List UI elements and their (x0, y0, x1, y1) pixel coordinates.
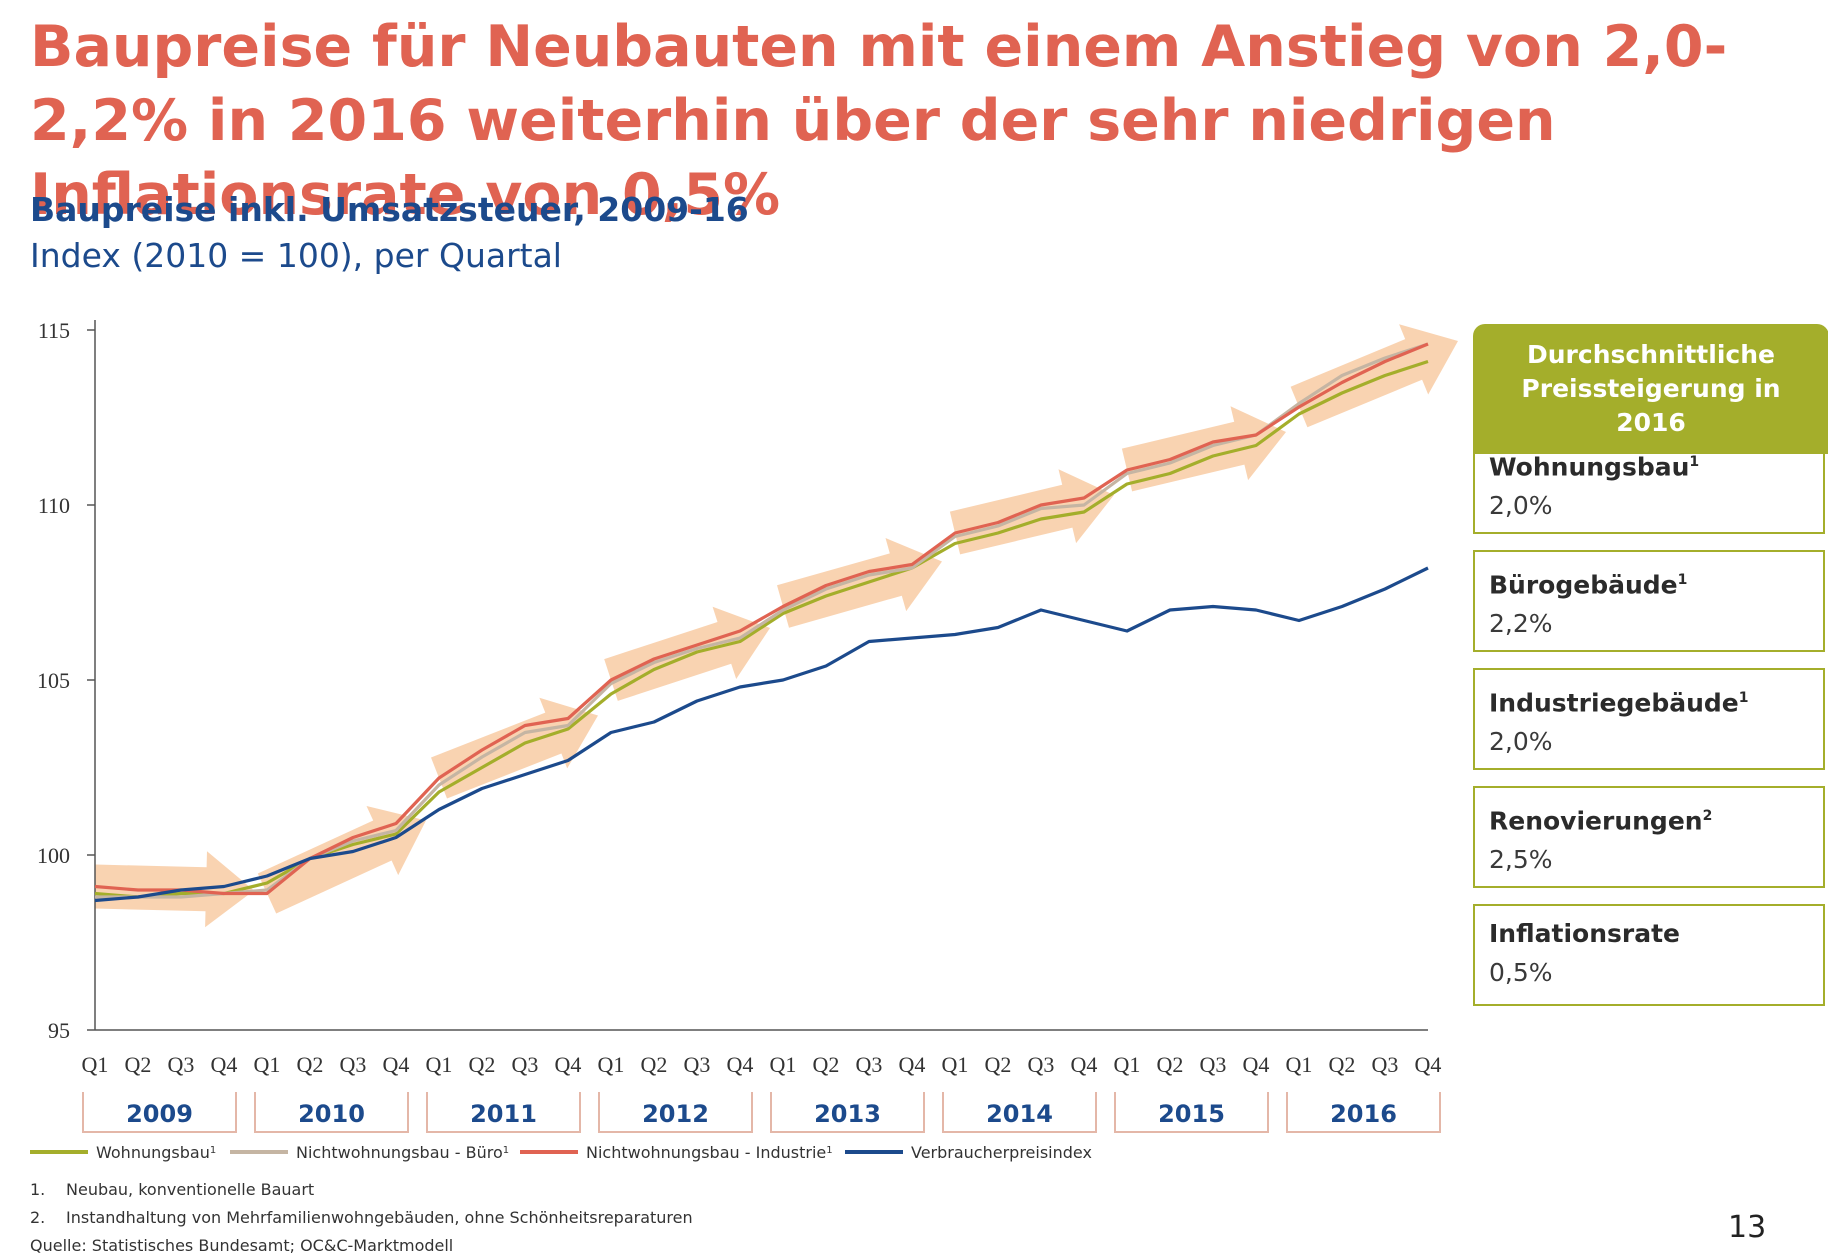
year-bracket (426, 1092, 581, 1133)
x-tick-label: Q3 (512, 1052, 539, 1077)
x-tick-label: Q4 (899, 1052, 926, 1077)
year-bracket (254, 1092, 409, 1133)
year-bracket (770, 1092, 925, 1133)
x-tick-label: Q1 (1114, 1052, 1141, 1077)
x-tick-label: Q4 (383, 1052, 410, 1077)
chart-legend: Wohnungsbau1 Nichtwohnungsbau - Büro1 Nich… (30, 1143, 1092, 1162)
stat-box-label: Wohnungsbau1 (1489, 452, 1700, 482)
x-tick-label: Q3 (1028, 1052, 1055, 1077)
x-axis-labels: Q1 Q2 Q3 Q4 Q1 Q2 Q3 Q4 Q1 Q2 Q3 Q4 Q1 Q2 Q3 Q4 Q1 Q2 Q3 Q4… (82, 1052, 1442, 1133)
x-tick-label: Q1 (1286, 1052, 1313, 1077)
year-label-2011: 2011 (470, 1100, 537, 1128)
stat-box-industriegebäude: Industriegebäude1 2,0% (1473, 668, 1825, 770)
stat-box-label: Industriegebäude1 (1489, 688, 1749, 718)
x-tick-label: Q4 (1243, 1052, 1270, 1077)
x-tick-label: Q2 (985, 1052, 1012, 1077)
x-tick-label: Q1 (254, 1052, 281, 1077)
year-bracket (1114, 1092, 1269, 1133)
series-line-verbraucherpreisindex (94, 566, 1429, 903)
legend-item-label: Wohnungsbau1 (96, 1143, 216, 1162)
x-tick-label: Q1 (82, 1052, 109, 1077)
x-tick-label: Q2 (125, 1052, 152, 1077)
stat-box-inflationsrate: Inflationsrate 0,5% (1473, 904, 1825, 1006)
series-line-nichtwohnungsbau-industrie (94, 342, 1429, 896)
footnote-marker: 1 (1689, 454, 1700, 470)
chart-unit-line: Index (2010 = 100), per Quartal (30, 236, 562, 275)
footnote-marker: 2 (1702, 808, 1713, 824)
legend-item-label: Nichtwohnungsbau - Büro1 (296, 1143, 509, 1162)
year-bracket (1286, 1092, 1441, 1133)
trend-arrow-2012 (604, 606, 770, 701)
stat-box-wohnungsbau: Wohnungsbau1 2,0% (1473, 432, 1825, 534)
year-label-2015: 2015 (1158, 1100, 1225, 1128)
legend-item-label: Nichtwohnungsbau - Industrie1 (586, 1143, 833, 1162)
source-note: Quelle: Statistisches Bundesamt; OC&C-Ma… (30, 1236, 454, 1255)
stat-box-value: 2,5% (1489, 845, 1553, 875)
year-bracket (942, 1092, 1097, 1133)
stat-box-value: 2,2% (1489, 609, 1553, 639)
x-tick-label: Q4 (211, 1052, 238, 1077)
x-tick-label: Q1 (942, 1052, 969, 1077)
x-tick-label: Q3 (340, 1052, 367, 1077)
page-number: 13 (1728, 1210, 1767, 1245)
x-tick-label: Q4 (727, 1052, 754, 1077)
stat-box-renovierungen: Renovierungen2 2,5% (1473, 786, 1825, 888)
stat-box-label: Renovierungen2 (1489, 806, 1713, 836)
x-tick-label: Q2 (641, 1052, 668, 1077)
y-tick-label: 115 (38, 318, 70, 343)
legend-item-label: Verbraucherpreisindex (911, 1143, 1092, 1162)
x-tick-label: Q2 (1157, 1052, 1184, 1077)
y-tick-label: 95 (48, 1018, 70, 1043)
x-tick-label: Q3 (168, 1052, 195, 1077)
trend-arrow-2016 (1290, 324, 1458, 428)
x-tick-label: Q2 (813, 1052, 840, 1077)
x-tick-label: Q3 (1372, 1052, 1399, 1077)
y-tick-label: 110 (38, 493, 70, 518)
footnote-2: 2. Instandhaltung von Mehrfamilienwohngeb… (30, 1208, 693, 1227)
stat-box-label: Bürogebäude1 (1489, 570, 1688, 600)
year-label-2013: 2013 (814, 1100, 881, 1128)
year-label-2010: 2010 (298, 1100, 365, 1128)
stat-box-label: Inflationsrate (1489, 919, 1680, 948)
stat-box-value: 2,0% (1489, 491, 1553, 521)
footnote-marker: 1 (1677, 572, 1688, 588)
stat-box-bürogebäude: Bürogebäude1 2,2% (1473, 550, 1825, 652)
x-tick-label: Q3 (856, 1052, 883, 1077)
x-tick-label: Q2 (1329, 1052, 1356, 1077)
x-tick-label: Q4 (1071, 1052, 1098, 1077)
y-tick-label: 100 (37, 843, 70, 868)
x-tick-label: Q3 (1200, 1052, 1227, 1077)
chart-subtitle: Baupreise inkl. Umsatzsteuer, 2009-16 (30, 190, 749, 229)
footnotes: 1. Neubau, konventionelle Bauart 2. Instan… (30, 1176, 693, 1260)
x-tick-label: Q1 (770, 1052, 797, 1077)
x-tick-label: Q4 (555, 1052, 582, 1077)
trend-arrows (94, 324, 1458, 928)
year-bracket (82, 1092, 237, 1133)
year-label-2012: 2012 (642, 1100, 709, 1128)
footnote-marker: 1 (1738, 690, 1749, 706)
trend-arrow-2010 (257, 806, 426, 914)
headline: Baupreise für Neubauten mit einem Anstie… (30, 14, 1728, 228)
year-label-2009: 2009 (126, 1100, 193, 1128)
year-label-2014: 2014 (986, 1100, 1053, 1128)
year-bracket (598, 1092, 753, 1133)
x-tick-label: Q2 (297, 1052, 324, 1077)
year-label-2016: 2016 (1330, 1100, 1397, 1128)
trend-arrow-2013 (777, 538, 942, 628)
chart-series (94, 342, 1429, 903)
footnote-1: 1. Neubau, konventionelle Bauart (30, 1180, 315, 1199)
chart-axes: 95 100 105 110 115 (37, 318, 1428, 1043)
stat-box-value: 0,5% (1489, 958, 1553, 987)
x-tick-label: Q4 (1415, 1052, 1442, 1077)
x-tick-label: Q3 (684, 1052, 711, 1077)
x-tick-label: Q2 (469, 1052, 496, 1077)
stat-box-value: 2,0% (1489, 727, 1553, 757)
x-tick-label: Q1 (598, 1052, 625, 1077)
x-tick-label: Q1 (426, 1052, 453, 1077)
y-tick-label: 105 (37, 668, 70, 693)
